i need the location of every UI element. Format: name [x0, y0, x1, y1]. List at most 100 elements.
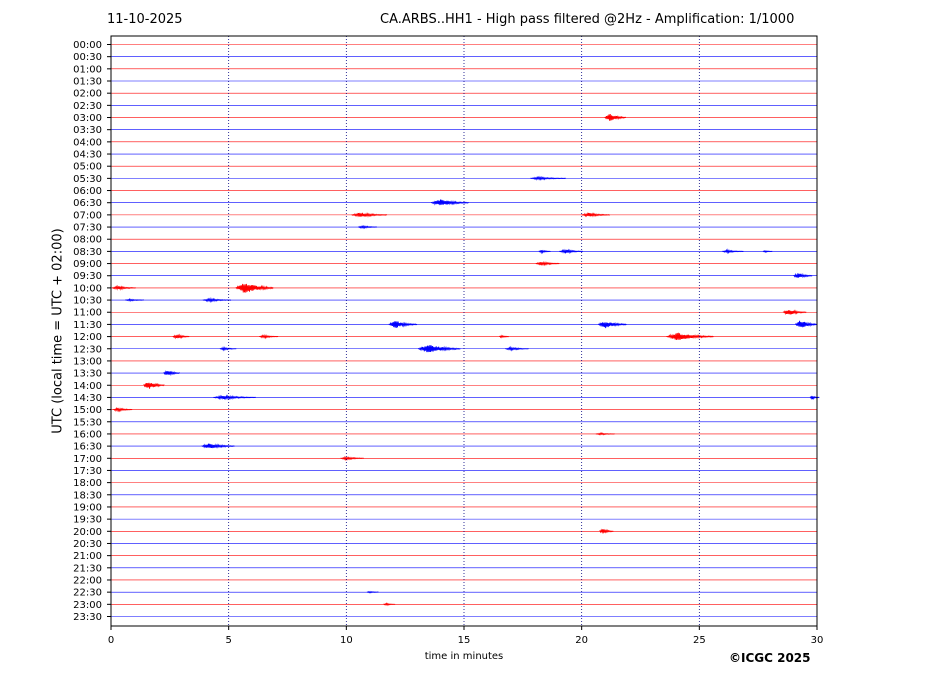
y-tick-label: 16:30 — [73, 442, 102, 453]
event-burst-1030 — [125, 297, 145, 303]
event-burst-1000 — [112, 284, 136, 291]
chart-title: CA.ARBS..HH1 - High pass filtered @2Hz -… — [380, 12, 795, 27]
y-tick-label: 18:00 — [73, 478, 102, 489]
y-tick-label: 08:30 — [73, 247, 102, 258]
event-burst-1700 — [340, 455, 365, 462]
event-burst-0930 — [793, 272, 813, 279]
event-burst-0900 — [535, 261, 560, 267]
event-burst-0830 — [722, 248, 744, 255]
y-tick-label: 16:00 — [73, 429, 102, 440]
event-burst-1130 — [597, 322, 627, 329]
event-burst-1500 — [113, 406, 133, 413]
y-tick-label: 03:00 — [73, 113, 102, 124]
y-tick-label: 13:00 — [73, 356, 102, 367]
x-tick-label: 15 — [458, 635, 471, 646]
x-axis-label: time in minutes — [424, 651, 504, 662]
event-burst-1430 — [809, 395, 820, 400]
y-tick-label: 21:00 — [73, 551, 102, 562]
y-tick-label: 00:00 — [73, 40, 102, 51]
y-tick-label: 08:00 — [73, 235, 102, 246]
y-tick-label: 01:30 — [73, 77, 102, 88]
x-tick-label: 0 — [108, 635, 114, 646]
event-burst-1230 — [417, 344, 461, 353]
y-tick-label: 02:30 — [73, 101, 102, 112]
x-ticks: 0 5 10 15 20 25 30 — [108, 626, 824, 646]
x-tick-label: 20 — [575, 635, 588, 646]
event-burst-0700 — [581, 212, 611, 218]
event-burst-1200 — [499, 334, 509, 339]
event-burst-0630 — [430, 199, 469, 206]
y-tick-label: 18:30 — [73, 490, 102, 501]
y-tick-label: 19:30 — [73, 515, 102, 526]
y-tick-label: 07:00 — [73, 210, 102, 221]
event-burst-2230 — [366, 590, 379, 594]
event-burst-1600 — [595, 432, 615, 436]
grid-group — [228, 36, 700, 626]
event-burst-0300 — [604, 113, 627, 121]
event-burst-0830 — [538, 249, 551, 255]
event-burst-1200 — [666, 332, 714, 340]
event-burst-2300 — [383, 602, 396, 607]
y-tick-label: 11:00 — [73, 308, 102, 319]
y-tick-label: 04:00 — [73, 137, 102, 148]
event-burst-1200 — [259, 333, 279, 340]
y-tick-label: 15:00 — [73, 405, 102, 416]
trace-group — [111, 44, 820, 617]
y-tick-label: 19:00 — [73, 502, 102, 513]
y-tick-label: 14:00 — [73, 381, 102, 392]
y-tick-label: 20:30 — [73, 539, 102, 550]
y-tick-label: 22:30 — [73, 588, 102, 599]
event-burst-1130 — [794, 320, 817, 328]
y-tick-label: 11:30 — [73, 320, 102, 331]
y-tick-label: 17:30 — [73, 466, 102, 477]
event-burst-1230 — [505, 345, 529, 352]
event-burst-0700 — [351, 212, 388, 218]
y-tick-label: 20:00 — [73, 527, 102, 538]
y-tick-label: 09:00 — [73, 259, 102, 270]
event-burst-0830 — [559, 248, 584, 255]
event-burst-1630 — [201, 443, 235, 449]
event-burst-0830 — [762, 250, 773, 254]
y-tick-label: 14:30 — [73, 393, 102, 404]
y-tick-label: 05:30 — [73, 174, 102, 185]
event-burst-1130 — [388, 321, 418, 329]
y-tick-label: 05:00 — [73, 162, 102, 173]
event-burst-1100 — [782, 309, 807, 316]
date-label: 11-10-2025 — [107, 12, 183, 27]
y-tick-label: 04:30 — [73, 150, 102, 161]
copyright-label: ©ICGC 2025 — [729, 651, 811, 665]
y-tick-label: 22:00 — [73, 575, 102, 586]
y-tick-label: 03:30 — [73, 125, 102, 136]
plot-frame — [110, 35, 818, 627]
event-burst-1030 — [202, 297, 232, 304]
x-tick-label: 25 — [693, 635, 706, 646]
y-tick-label: 01:00 — [73, 64, 102, 75]
event-burst-1400 — [143, 382, 165, 389]
event-burst-1230 — [219, 346, 237, 352]
event-burst-0730 — [358, 224, 378, 230]
y-tick-label: 02:00 — [73, 89, 102, 100]
y-tick-label: 00:30 — [73, 52, 102, 63]
y-tick-label: 21:30 — [73, 563, 102, 574]
y-tick-label: 06:30 — [73, 198, 102, 209]
event-burst-0530 — [530, 175, 566, 181]
y-tick-label: 12:30 — [73, 344, 102, 355]
event-burst-1000 — [235, 283, 274, 293]
x-tick-label: 30 — [811, 635, 824, 646]
x-tick-label: 5 — [225, 635, 231, 646]
y-tick-label: 10:30 — [73, 296, 102, 307]
y-tick-label: 23:30 — [73, 612, 102, 623]
y-tick-label: 10:00 — [73, 283, 102, 294]
y-tick-label: 06:00 — [73, 186, 102, 197]
y-tick-label: 12:00 — [73, 332, 102, 343]
y-tick-label: 17:00 — [73, 454, 102, 465]
event-burst-1330 — [163, 370, 181, 377]
y-tick-label: 09:30 — [73, 271, 102, 282]
event-burst-2000 — [599, 528, 614, 534]
x-tick-label: 10 — [340, 635, 353, 646]
event-burst-1430 — [213, 394, 256, 401]
y-tick-label: 23:00 — [73, 600, 102, 611]
event-burst-1200 — [172, 333, 190, 340]
